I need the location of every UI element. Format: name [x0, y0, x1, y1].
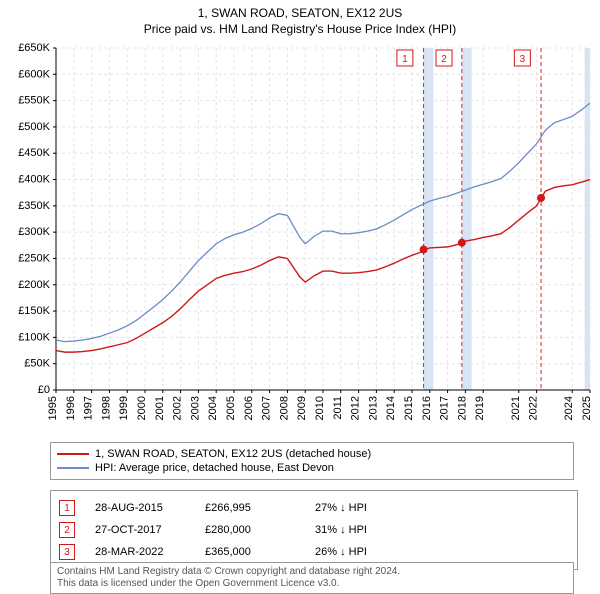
event-diff: 31% ↓ HPI — [315, 524, 405, 536]
event-price: £280,000 — [205, 524, 295, 536]
svg-text:2011: 2011 — [332, 396, 344, 420]
svg-text:2010: 2010 — [314, 396, 326, 420]
svg-text:2022: 2022 — [528, 396, 540, 420]
legend-row: 1, SWAN ROAD, SEATON, EX12 2US (detached… — [57, 447, 567, 461]
event-date: 28-MAR-2022 — [95, 546, 185, 558]
svg-text:2006: 2006 — [243, 396, 255, 420]
chart-title-block: 1, SWAN ROAD, SEATON, EX12 2US Price pai… — [0, 0, 600, 36]
chart-plot: £0 £50K £100K £150K £200K £250K £300K £350K £400… — [0, 40, 600, 440]
svg-text:2001: 2001 — [154, 396, 166, 420]
svg-text:£550K: £550K — [18, 95, 50, 107]
title-line1: 1, SWAN ROAD, SEATON, EX12 2US — [0, 6, 600, 20]
svg-text:£250K: £250K — [18, 252, 50, 264]
svg-text:2013: 2013 — [367, 396, 379, 420]
svg-text:2005: 2005 — [225, 396, 237, 420]
svg-text:2014: 2014 — [385, 396, 397, 420]
svg-text:2012: 2012 — [350, 396, 362, 420]
event-marker: 3 — [59, 544, 75, 560]
svg-text:2016: 2016 — [421, 396, 433, 420]
event-row: 3 28-MAR-2022 £365,000 26% ↓ HPI — [59, 541, 569, 563]
legend-label: HPI: Average price, detached house, East… — [95, 462, 334, 474]
svg-text:2019: 2019 — [474, 396, 486, 420]
svg-text:2018: 2018 — [456, 396, 468, 420]
svg-text:£650K: £650K — [18, 42, 50, 54]
svg-text:2024: 2024 — [563, 396, 575, 420]
event-row: 1 28-AUG-2015 £266,995 27% ↓ HPI — [59, 497, 569, 519]
title-line2: Price paid vs. HM Land Registry's House … — [0, 22, 600, 36]
svg-text:£50K: £50K — [24, 358, 50, 370]
svg-text:2000: 2000 — [136, 396, 148, 420]
svg-text:2009: 2009 — [296, 396, 308, 420]
svg-text:£400K: £400K — [18, 174, 50, 186]
legend-swatch — [57, 453, 89, 455]
svg-text:2003: 2003 — [189, 396, 201, 420]
svg-text:1: 1 — [402, 54, 408, 65]
svg-text:1996: 1996 — [65, 396, 77, 420]
svg-text:£350K: £350K — [18, 200, 50, 212]
event-diff: 26% ↓ HPI — [315, 546, 405, 558]
footnote-line2: This data is licensed under the Open Gov… — [57, 578, 567, 590]
svg-text:£300K: £300K — [18, 226, 50, 238]
svg-text:2007: 2007 — [261, 396, 273, 420]
svg-text:2021: 2021 — [510, 396, 522, 420]
footnote-line1: Contains HM Land Registry data © Crown c… — [57, 566, 567, 578]
legend-swatch — [57, 467, 89, 469]
event-price: £365,000 — [205, 546, 295, 558]
svg-text:2004: 2004 — [207, 396, 219, 420]
svg-text:£100K: £100K — [18, 331, 50, 343]
event-marker: 1 — [59, 500, 75, 516]
svg-text:£200K: £200K — [18, 279, 50, 291]
svg-text:1998: 1998 — [100, 396, 112, 420]
legend-row: HPI: Average price, detached house, East… — [57, 461, 567, 475]
event-diff: 27% ↓ HPI — [315, 502, 405, 514]
event-marker: 2 — [59, 522, 75, 538]
svg-text:£0: £0 — [38, 384, 50, 396]
event-price: £266,995 — [205, 502, 295, 514]
svg-text:3: 3 — [520, 54, 526, 65]
legend: 1, SWAN ROAD, SEATON, EX12 2US (detached… — [50, 442, 574, 480]
footnote: Contains HM Land Registry data © Crown c… — [50, 562, 574, 594]
events-table: 1 28-AUG-2015 £266,995 27% ↓ HPI 2 27-OCT-201… — [50, 490, 578, 570]
svg-text:1999: 1999 — [118, 396, 130, 420]
event-date: 28-AUG-2015 — [95, 502, 185, 514]
svg-text:1997: 1997 — [83, 396, 95, 420]
svg-text:£600K: £600K — [18, 68, 50, 80]
svg-text:£450K: £450K — [18, 147, 50, 159]
svg-text:2: 2 — [441, 54, 447, 65]
svg-text:2002: 2002 — [172, 396, 184, 420]
chart-container: 1, SWAN ROAD, SEATON, EX12 2US Price pai… — [0, 0, 600, 590]
event-row: 2 27-OCT-2017 £280,000 31% ↓ HPI — [59, 519, 569, 541]
svg-text:1995: 1995 — [47, 396, 59, 420]
svg-text:£150K: £150K — [18, 305, 50, 317]
svg-text:2008: 2008 — [278, 396, 290, 420]
svg-text:2015: 2015 — [403, 396, 415, 420]
svg-text:2017: 2017 — [439, 396, 451, 420]
svg-text:£500K: £500K — [18, 121, 50, 133]
event-date: 27-OCT-2017 — [95, 524, 185, 536]
legend-label: 1, SWAN ROAD, SEATON, EX12 2US (detached… — [95, 448, 371, 460]
svg-text:2025: 2025 — [581, 396, 593, 420]
